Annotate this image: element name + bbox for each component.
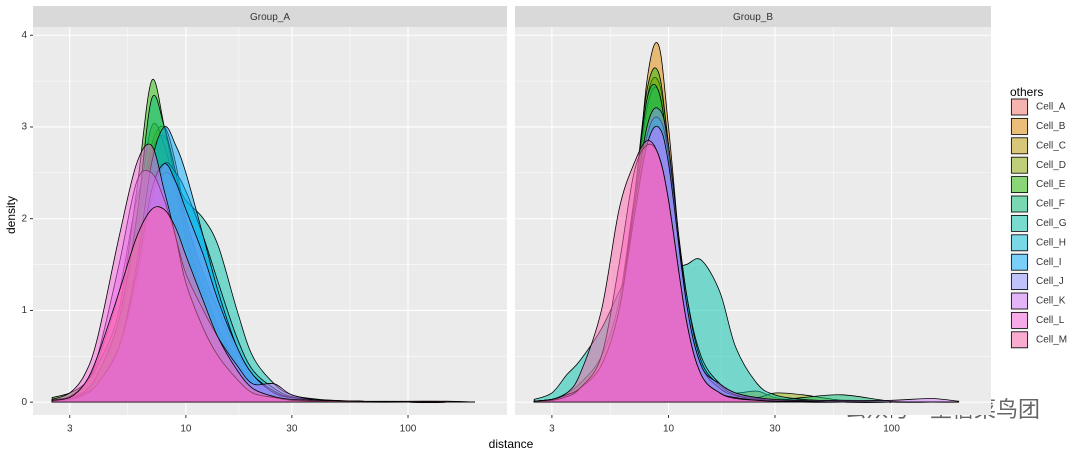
y-tick-label: 1 <box>21 305 27 316</box>
legend-label: Cell_I <box>1036 257 1062 268</box>
x-tick-label: 10 <box>663 424 675 435</box>
legend-label: Cell_B <box>1036 121 1066 132</box>
legend-label: Cell_C <box>1036 140 1066 151</box>
legend-label: Cell_E <box>1036 179 1066 190</box>
legend-key <box>1011 311 1028 329</box>
legend-title: others <box>1010 85 1043 99</box>
y-axis-title: density <box>4 196 18 234</box>
x-tick-label: 3 <box>549 424 555 435</box>
strip-title: Group_B <box>733 12 773 23</box>
legend-label: Cell_K <box>1036 296 1066 307</box>
legend-key <box>1011 195 1028 213</box>
legend-key <box>1011 331 1028 349</box>
x-tick-label: 100 <box>400 424 417 435</box>
plot-area <box>51 78 475 403</box>
legend-label: Cell_F <box>1036 199 1065 210</box>
legend-key <box>1011 214 1028 232</box>
legend-label: Cell_M <box>1036 334 1067 345</box>
x-tick-label: 30 <box>286 424 298 435</box>
x-tick-label: 100 <box>883 424 900 435</box>
legend-label: Cell_G <box>1036 218 1067 229</box>
legend-key <box>1011 98 1028 116</box>
y-tick-label: 4 <box>21 30 27 41</box>
y-tick-label: 3 <box>21 122 27 133</box>
x-axis-title: distance <box>489 437 534 451</box>
legend-key <box>1011 176 1028 194</box>
y-tick-label: 2 <box>21 213 27 224</box>
plot-area <box>533 42 960 403</box>
legend-key <box>1011 253 1028 271</box>
strip-background <box>33 6 507 27</box>
x-tick-label: 3 <box>67 424 73 435</box>
legend-key <box>1011 234 1028 252</box>
density-area <box>533 140 959 403</box>
legend-label: Cell_A <box>1036 102 1066 113</box>
legend-label: Cell_D <box>1036 160 1066 171</box>
strip-background <box>515 6 991 27</box>
density-area <box>51 206 475 403</box>
legend-label: Cell_L <box>1036 315 1065 326</box>
legend-key <box>1011 118 1028 135</box>
y-tick-label: 0 <box>21 397 27 408</box>
strip-title: Group_A <box>250 12 290 23</box>
x-tick-label: 30 <box>769 424 781 435</box>
x-tick-label: 10 <box>180 424 192 435</box>
legend-key <box>1011 156 1028 174</box>
legend-label: Cell_H <box>1036 237 1066 248</box>
legend-key <box>1011 292 1028 310</box>
legend-key <box>1011 137 1028 155</box>
legend-key <box>1011 273 1028 291</box>
legend-label: Cell_J <box>1036 276 1064 287</box>
